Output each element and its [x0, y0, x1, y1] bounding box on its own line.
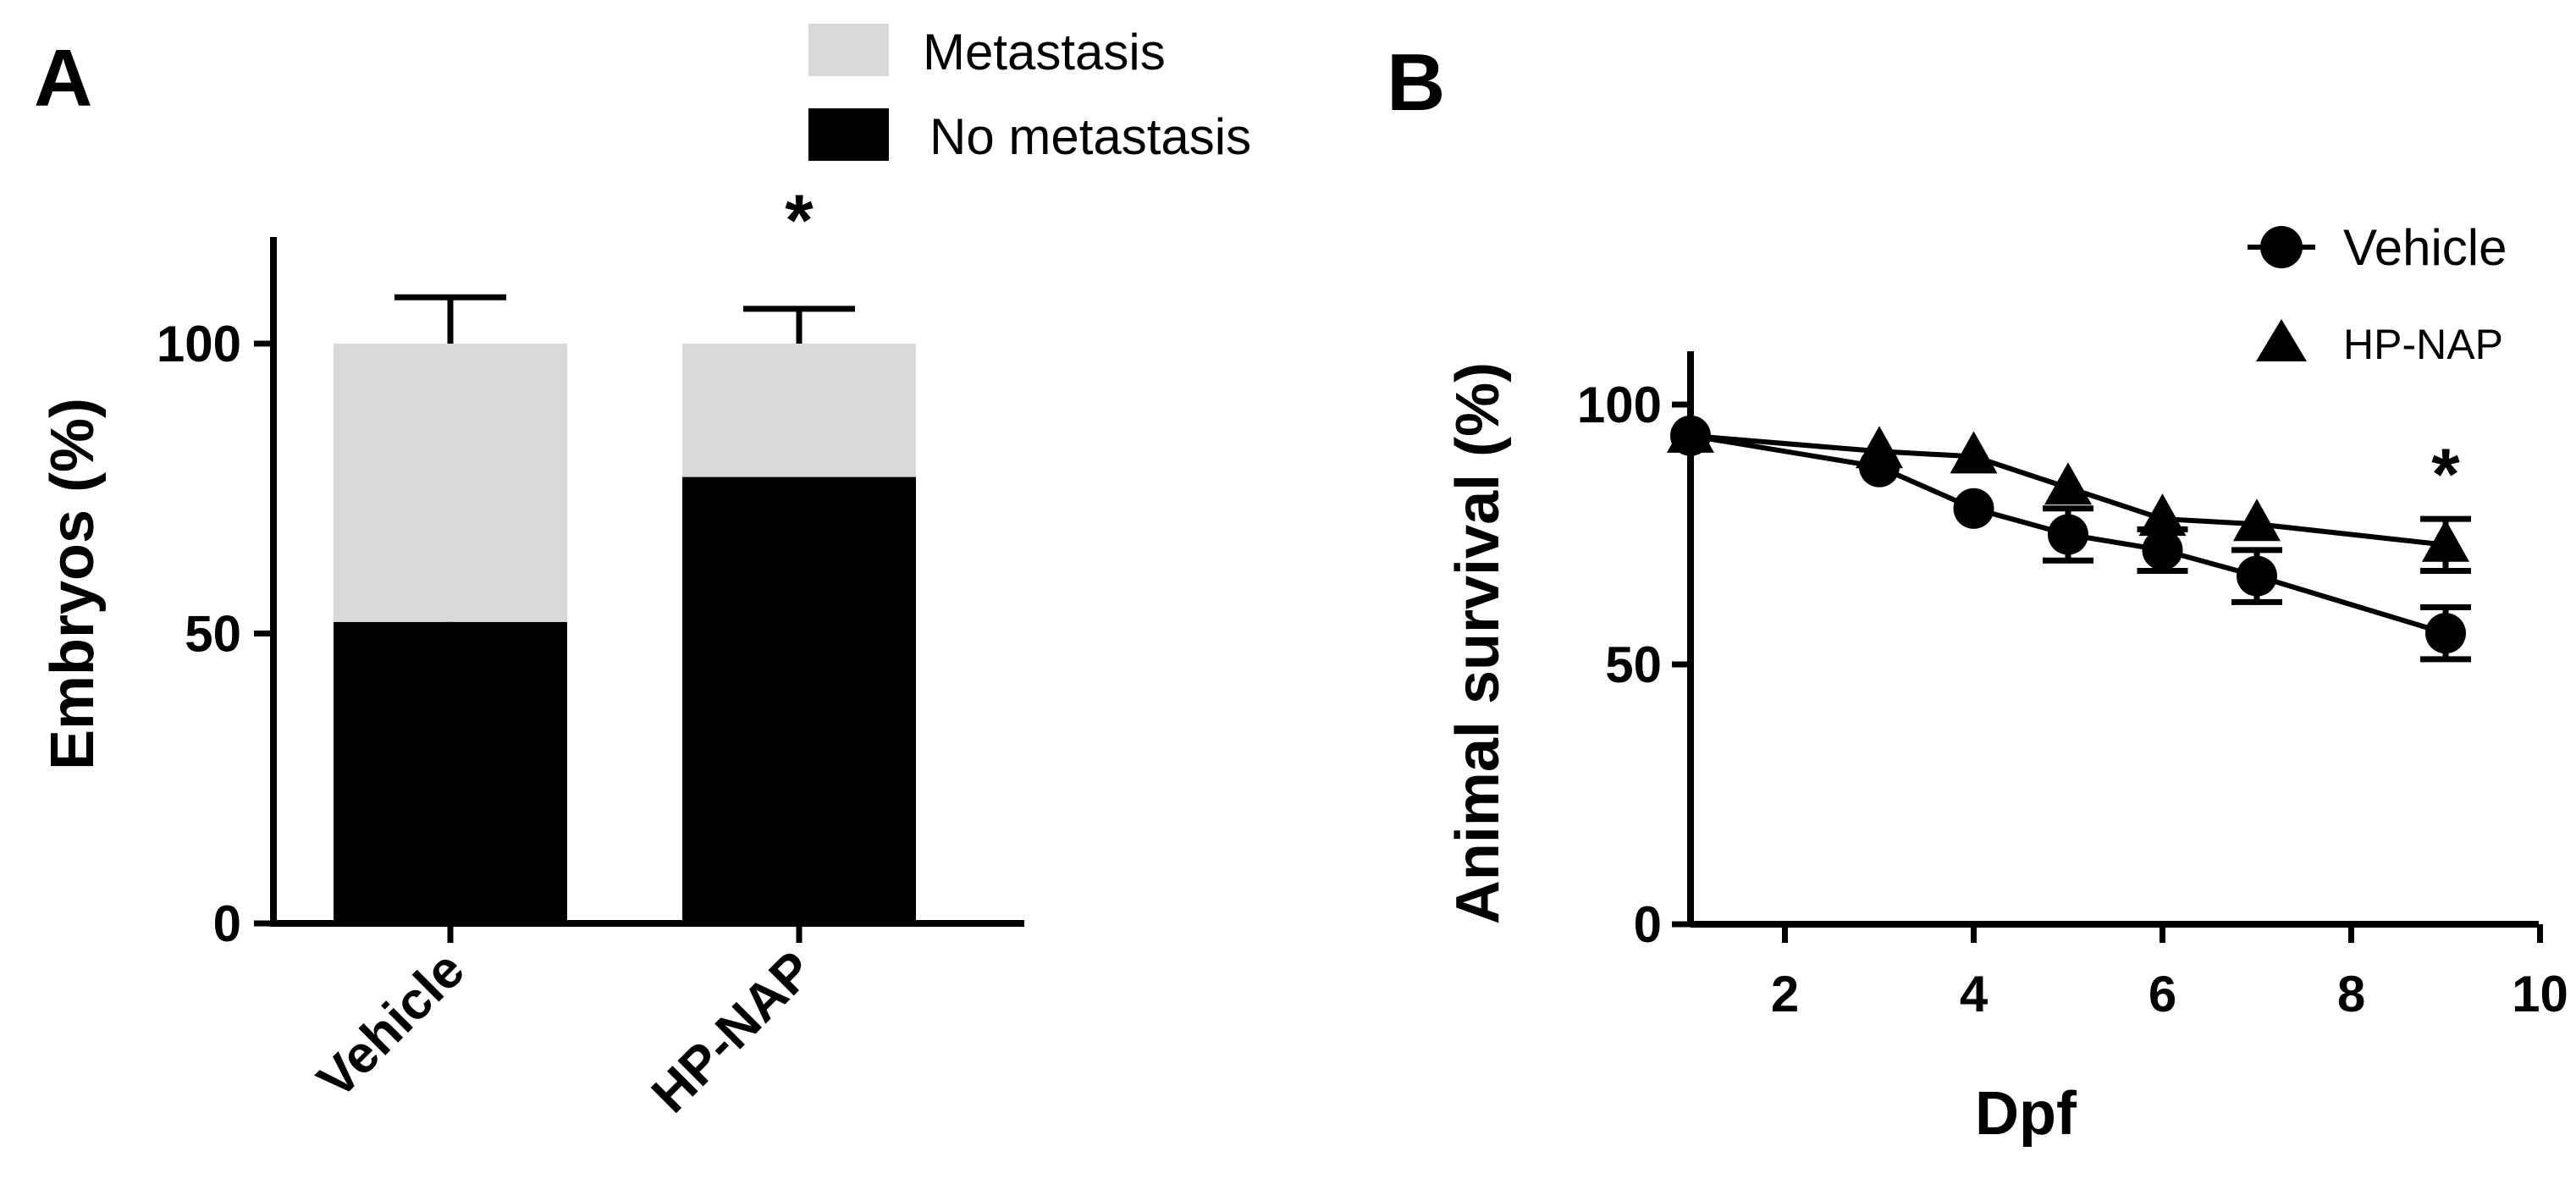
legend-label-vehicle: Vehicle: [2343, 219, 2507, 276]
y-tick-label-0: 0: [213, 895, 241, 952]
b-y-tick-label-50: 50: [1605, 636, 1662, 693]
panel-b-x-axis-title: Dpf: [1975, 1080, 2077, 1148]
significance-star-b: *: [2431, 434, 2460, 515]
panel-b-y-axis-title: Animal survival (%): [1444, 362, 1512, 924]
x-tick-label-vehicle: Vehicle: [306, 940, 476, 1110]
point-hp-nap-6: [2138, 493, 2187, 537]
panel-a-letter: A: [34, 33, 92, 124]
panel-a: A 0 50 100 Vehicle HP-NAP Embryos (%) Metast…: [34, 24, 1251, 1124]
point-hp-nap-7: [2233, 499, 2281, 542]
legend-swatch-no-metastasis: [808, 108, 889, 161]
point-hp-nap-1: [1667, 410, 1714, 453]
b-x-tick-label-6: 6: [2149, 966, 2176, 1022]
legend-swatch-metastasis: [808, 24, 889, 76]
legend-label-metastasis: Metastasis: [923, 24, 1166, 80]
b-x-tick-label-10: 10: [2512, 966, 2568, 1022]
bar-vehicle-no-metastasis: [334, 621, 567, 923]
legend-marker-vehicle: [2260, 226, 2303, 268]
point-vehicle-9: [2425, 613, 2466, 654]
b-y-tick-label-100: 100: [1577, 377, 1662, 433]
legend-label-no-metastasis: No metastasis: [929, 108, 1251, 165]
panel-a-legend: Metastasis No metastasis: [808, 24, 1251, 165]
b-x-tick-label-4: 4: [1960, 966, 1989, 1022]
significance-star-a: *: [785, 180, 814, 262]
point-hp-nap-9: [2422, 519, 2469, 562]
point-vehicle-5: [2048, 514, 2088, 555]
panel-b: B 0 50 100 2 4 6 8 10 Animal survival (%) Dpf V…: [1387, 37, 2568, 1148]
legend-label-hp-nap: HP-NAP: [2343, 321, 2503, 368]
bar-hp-nap-no-metastasis: [682, 477, 916, 923]
point-hp-nap-5: [2044, 462, 2092, 505]
b-x-tick-label-2: 2: [1771, 966, 1799, 1022]
bar-vehicle-metastasis: [334, 344, 567, 622]
b-y-tick-label-0: 0: [1634, 896, 1662, 953]
point-vehicle-7: [2237, 555, 2277, 597]
point-vehicle-4: [1953, 488, 1994, 529]
y-tick-label-50: 50: [185, 606, 241, 663]
panel-b-letter: B: [1387, 37, 1445, 128]
panel-a-y-axis-title: Embryos (%): [39, 398, 107, 770]
x-tick-label-hp-nap: HP-NAP: [641, 940, 825, 1124]
legend-marker-hp-nap: [2256, 319, 2307, 361]
point-vehicle-6: [2142, 529, 2183, 570]
point-hp-nap-3: [1856, 426, 1903, 469]
b-x-tick-label-8: 8: [2337, 966, 2365, 1022]
bar-hp-nap-metastasis: [682, 344, 916, 477]
panel-b-legend: Vehicle HP-NAP: [2248, 219, 2507, 368]
point-hp-nap-4: [1950, 431, 1998, 474]
y-tick-label-100: 100: [157, 316, 241, 372]
